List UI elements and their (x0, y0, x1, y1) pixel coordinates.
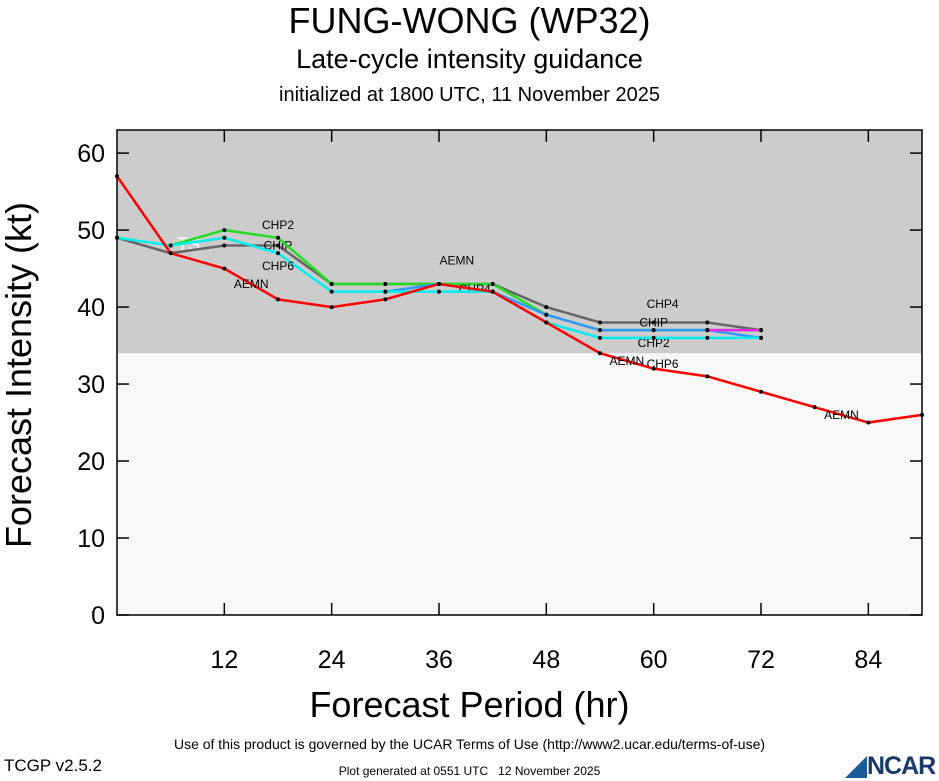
ts-intensity-band (117, 130, 922, 354)
chart-title: FUNG-WONG (WP32) (288, 0, 651, 41)
data-point (759, 389, 763, 394)
data-point (651, 366, 656, 371)
data-point (437, 289, 441, 294)
y-tick-label: 20 (77, 448, 105, 476)
series-label: AEMN (609, 354, 644, 368)
ncar-logo-text: NCAR (867, 752, 936, 780)
x-tick-label: 84 (854, 646, 882, 674)
data-point (383, 281, 388, 286)
ncar-logo-mark (845, 756, 867, 778)
data-point (705, 374, 710, 379)
series-label: CHIP (264, 238, 293, 252)
data-point (329, 281, 334, 286)
x-tick-label: 60 (640, 646, 668, 674)
data-point (544, 312, 549, 317)
chart-init-time: initialized at 1800 UTC, 11 November 202… (279, 84, 660, 106)
series-label: AEMN (234, 277, 269, 291)
x-tick-label: 36 (425, 646, 453, 674)
data-point (759, 328, 763, 333)
data-point (222, 228, 227, 233)
data-point (490, 281, 495, 286)
data-point (812, 405, 817, 410)
data-point (437, 281, 441, 286)
version-label: TCGP v2.5.2 (4, 756, 102, 775)
data-point (598, 351, 602, 356)
generated-time: Plot generated at 0551 UTC 12 November 2… (338, 764, 601, 778)
data-point (168, 251, 173, 256)
data-point (705, 335, 710, 340)
series-label: CHIP (639, 315, 668, 329)
series-chp5 (705, 328, 763, 333)
series-label: CHP2 (262, 218, 294, 232)
data-point (705, 320, 710, 325)
data-point (383, 289, 388, 294)
series-label: CHP4 (647, 297, 679, 311)
ncar-logo: NCAR (845, 752, 936, 780)
y-tick-label: 60 (77, 140, 105, 168)
y-tick-label: 50 (77, 217, 105, 245)
data-point (222, 266, 227, 271)
data-point (276, 235, 280, 240)
data-point (866, 420, 871, 425)
data-point (276, 243, 280, 248)
x-axis-label: Forecast Period (hr) (309, 684, 630, 725)
terms-of-use: Use of this product is governed by the U… (173, 736, 766, 752)
y-tick-label: 0 (91, 602, 105, 630)
x-tick-label: 72 (747, 646, 775, 674)
chart-subtitle: Late-cycle intensity guidance (296, 44, 643, 74)
data-point (544, 320, 549, 325)
y-tick-label: 10 (77, 525, 105, 553)
data-point (222, 243, 227, 248)
series-aemn: AEMN AEMN AEMN AEMN (115, 174, 924, 425)
y-tick-label: 30 (77, 371, 105, 399)
plot-frame (116, 129, 923, 616)
data-point (168, 243, 173, 248)
x-tick-label: 24 (318, 646, 346, 674)
data-point (598, 320, 602, 325)
data-point (383, 297, 388, 302)
data-point (651, 335, 656, 340)
data-point (544, 305, 549, 310)
y-axis-label: Forecast Intensity (kt) (0, 201, 39, 549)
data-point (651, 328, 656, 333)
series-label: CHP2 (638, 336, 670, 350)
series-line (115, 175, 923, 424)
data-point (705, 328, 710, 333)
data-point (598, 328, 602, 333)
data-point (276, 297, 280, 302)
series-label: AEMN (824, 408, 859, 422)
data-point (490, 289, 495, 294)
y-tick-label: 40 (77, 294, 105, 322)
series-label: CHP6 (262, 259, 294, 273)
data-point (222, 235, 227, 240)
data-point (759, 335, 763, 340)
data-point (651, 320, 656, 325)
data-point (276, 251, 280, 256)
data-point (329, 289, 334, 294)
x-tick-label: 48 (532, 646, 560, 674)
data-point (329, 305, 334, 310)
x-tick-label: 12 (210, 646, 238, 674)
data-point (598, 335, 602, 340)
series-label: AEMN (440, 254, 475, 268)
